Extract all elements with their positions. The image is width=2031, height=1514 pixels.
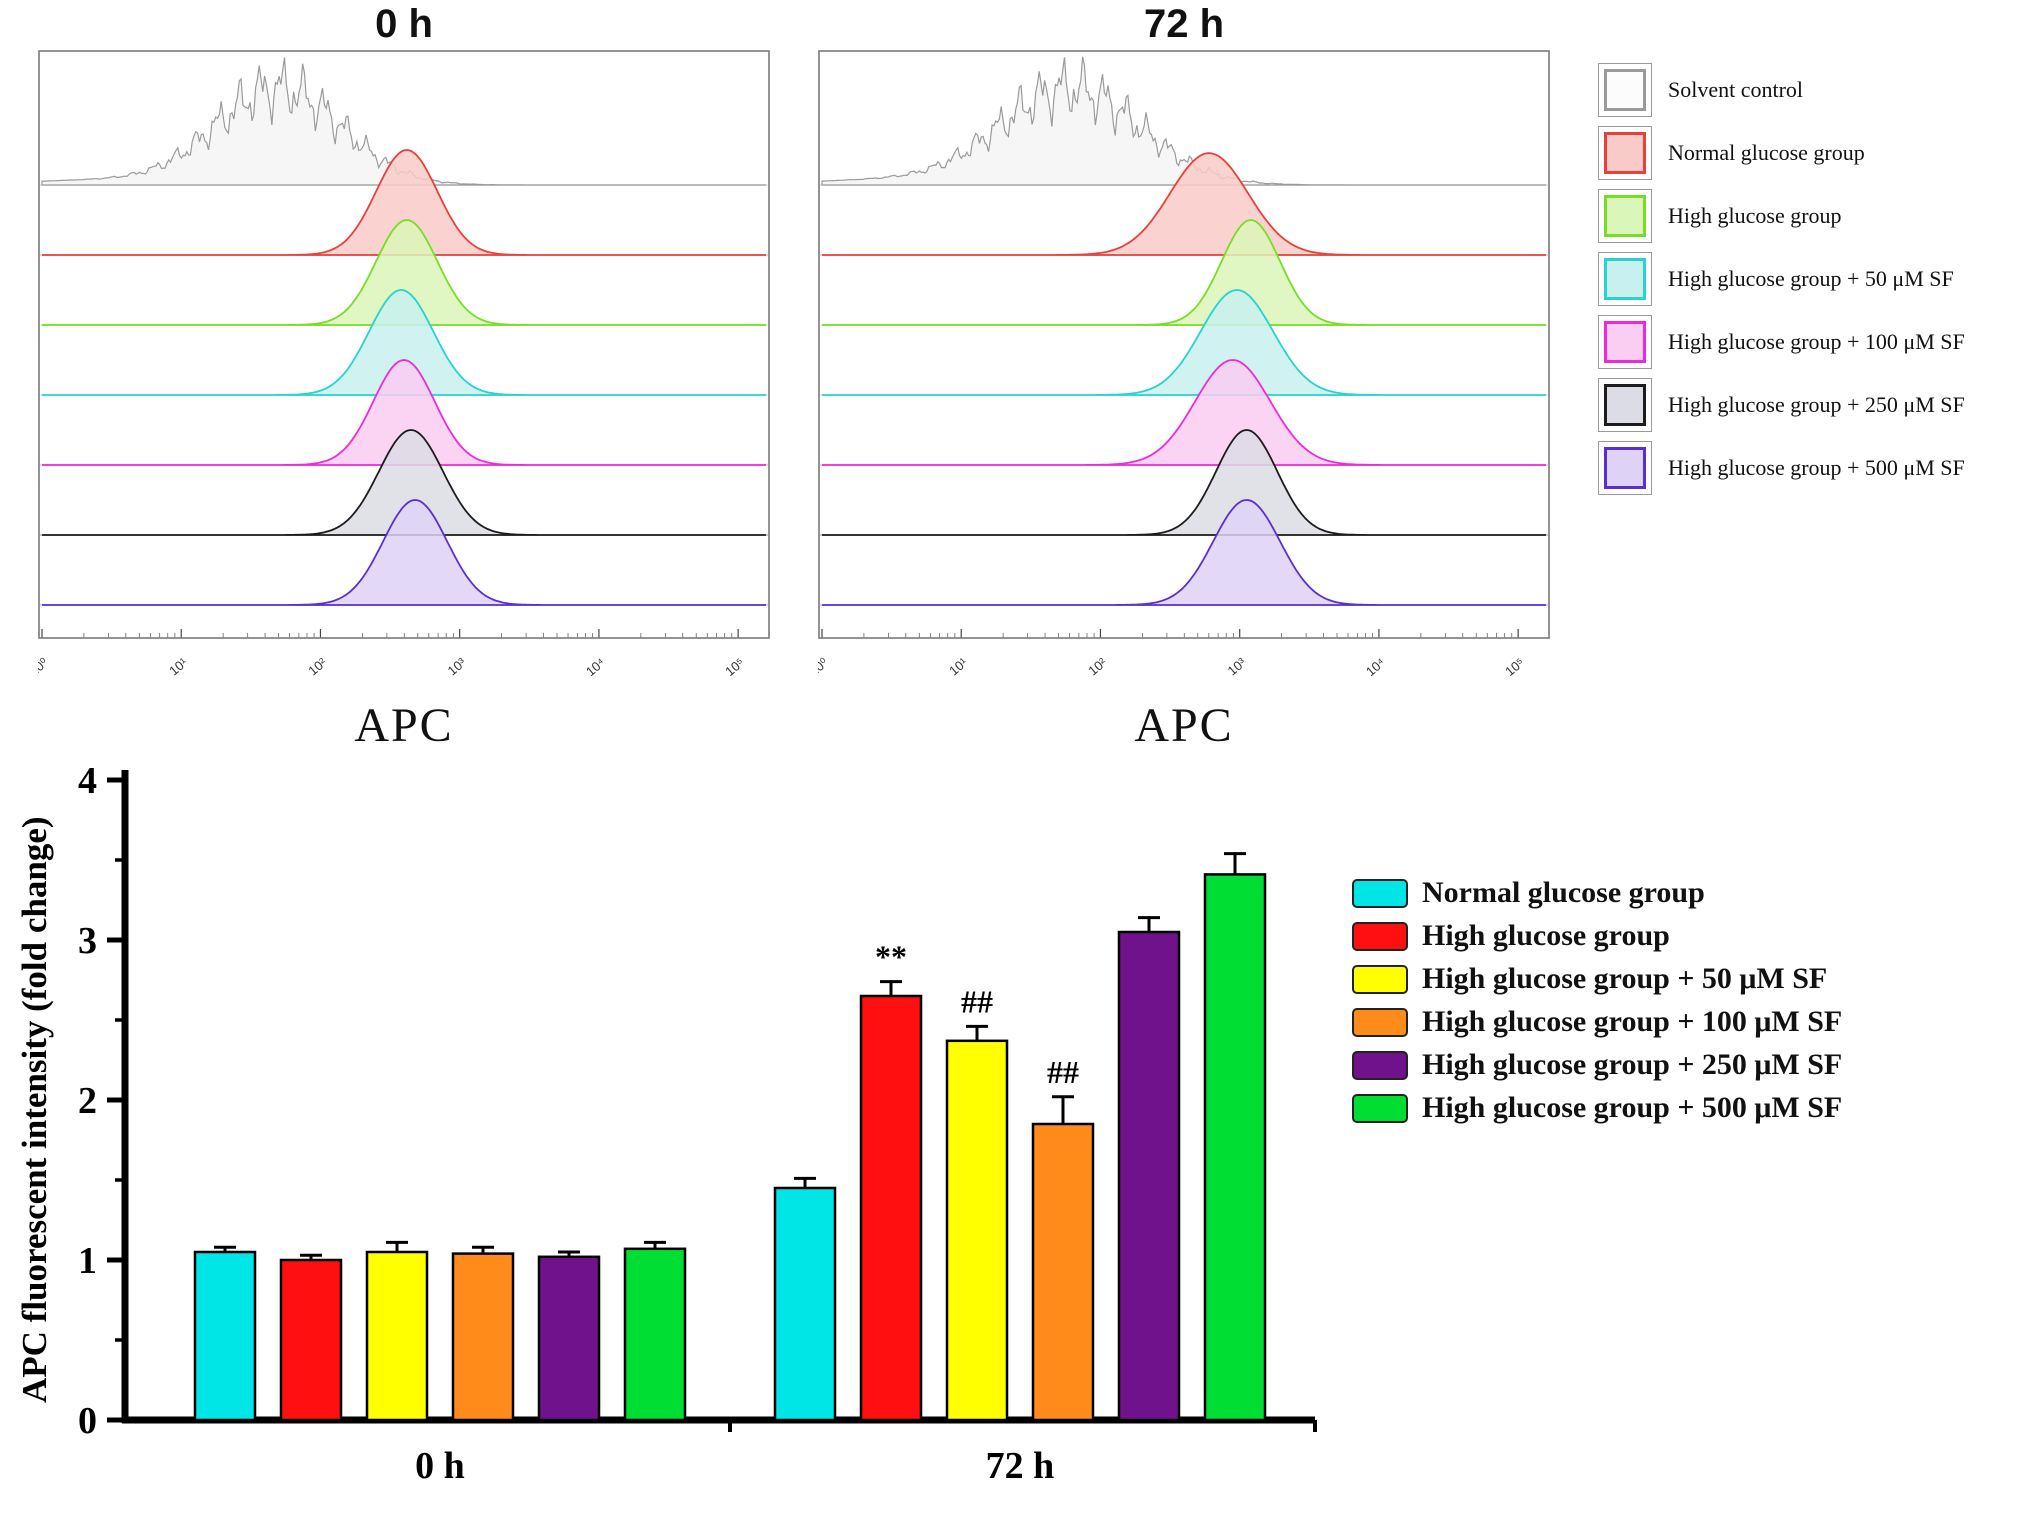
flow-legend-label: Solvent control bbox=[1668, 76, 1804, 102]
bar-72h-series-0 bbox=[773, 1186, 837, 1422]
flow-panel-title-0h: 0 h bbox=[375, 2, 433, 46]
bar-legend-item: High glucose group + 500 μM SF bbox=[1352, 1091, 1842, 1125]
flow-curve-row-2 bbox=[42, 219, 766, 326]
flow-legend-item: High glucose group + 250 μM SF bbox=[1604, 381, 1965, 428]
bar-y-tick-label: 3 bbox=[78, 920, 97, 962]
flow-plot-border bbox=[38, 50, 770, 639]
bar-72h-series-2 bbox=[945, 1039, 1009, 1422]
bar-0h-series-1 bbox=[279, 1258, 343, 1422]
bar-legend-swatch bbox=[1352, 1093, 1408, 1123]
flow-curve-row-0 bbox=[821, 56, 1546, 186]
flow-plot-border bbox=[818, 50, 1550, 639]
bar-legend-swatch bbox=[1352, 921, 1408, 951]
flow-legend-swatch bbox=[1604, 383, 1646, 426]
flow-legend-swatch bbox=[1604, 131, 1646, 174]
flow-legend-item: High glucose group + 500 μM SF bbox=[1604, 444, 1965, 491]
significance-annotation: ** bbox=[875, 939, 907, 975]
bar-72h-series-4 bbox=[1117, 930, 1181, 1422]
bar-legend-item: High glucose group + 250 μM SF bbox=[1352, 1048, 1842, 1082]
flow-legend-label: Normal glucose group bbox=[1668, 139, 1865, 165]
bar-chart-ylabel: APC fluorescent intensity (fold change) bbox=[15, 816, 54, 1404]
flow-histogram-panel-0h: 10⁰ 10¹ 10² 10³ 10⁴ 10⁵ bbox=[38, 50, 770, 679]
bar-72h-series-1 bbox=[859, 994, 923, 1422]
flow-histogram-panel-72h: 10⁰ 10¹ 10² 10³ 10⁴ 10⁵ bbox=[818, 50, 1550, 679]
bar-y-tick-label: 1 bbox=[78, 1240, 97, 1282]
bar-72h-series-5 bbox=[1203, 873, 1267, 1422]
bar-y-tick-label: 0 bbox=[78, 1400, 97, 1442]
flow-legend: Solvent control Normal glucose group High … bbox=[1604, 66, 1965, 507]
flow-x-tick-label: 10¹ bbox=[166, 654, 191, 678]
bar-legend-label: Normal glucose group bbox=[1422, 876, 1705, 909]
flow-legend-item: High glucose group bbox=[1604, 192, 1965, 239]
bar-legend-item: High glucose group + 50 μM SF bbox=[1352, 962, 1842, 996]
flow-xaxis-label-0h: APC bbox=[354, 699, 454, 752]
bar-legend-label: High glucose group + 250 μM SF bbox=[1422, 1048, 1843, 1081]
flow-curve-row-3 bbox=[42, 289, 766, 396]
bar-legend-label: High glucose group + 500 μM SF bbox=[1422, 1091, 1843, 1124]
bar-72h-series-3 bbox=[1031, 1122, 1095, 1422]
bar-legend-swatch bbox=[1352, 964, 1408, 994]
bar-category-label: 72 h bbox=[986, 1445, 1055, 1487]
flow-curve-row-6 bbox=[42, 499, 766, 606]
flow-legend-label: High glucose group + 250 μM SF bbox=[1668, 391, 1965, 417]
flow-legend-swatch bbox=[1604, 68, 1646, 111]
flow-x-tick-label: 10³ bbox=[445, 654, 470, 678]
bar-0h-series-3 bbox=[451, 1252, 515, 1422]
bar-chart-legend: Normal glucose group High glucose group Hi… bbox=[1352, 876, 1842, 1134]
flow-x-tick-label: 10⁰ bbox=[38, 655, 51, 679]
flow-legend-item: High glucose group + 50 μM SF bbox=[1604, 255, 1965, 302]
bar-legend-item: High glucose group + 100 μM SF bbox=[1352, 1005, 1842, 1039]
bar-category-label: 0 h bbox=[415, 1445, 465, 1487]
flow-legend-item: Solvent control bbox=[1604, 66, 1965, 113]
bar-0h-series-2 bbox=[365, 1250, 429, 1422]
bar-legend-item: Normal glucose group bbox=[1352, 876, 1842, 910]
flow-legend-swatch bbox=[1604, 257, 1646, 300]
flow-xaxis-label-72h: APC bbox=[1134, 699, 1234, 752]
flow-curve-row-1 bbox=[822, 152, 1546, 256]
bar-0h-series-4 bbox=[537, 1255, 601, 1422]
flow-legend-item: High glucose group + 100 μM SF bbox=[1604, 318, 1965, 365]
bar-legend-label: High glucose group bbox=[1422, 919, 1670, 952]
flow-x-tick-label: 10³ bbox=[1225, 654, 1250, 678]
bar-0h-series-5 bbox=[623, 1247, 687, 1422]
bar-y-tick-label: 4 bbox=[78, 760, 97, 802]
flow-x-tick-label: 10¹ bbox=[946, 654, 971, 678]
flow-legend-label: High glucose group + 100 μM SF bbox=[1668, 328, 1965, 354]
flow-curve-row-3 bbox=[822, 289, 1546, 396]
flow-x-tick-label: 10⁵ bbox=[722, 655, 747, 679]
bar-y-tick-label: 2 bbox=[78, 1080, 97, 1122]
flow-legend-swatch bbox=[1604, 194, 1646, 237]
flow-legend-label: High glucose group bbox=[1668, 202, 1842, 228]
flow-legend-label: High glucose group + 50 μM SF bbox=[1668, 265, 1954, 291]
flow-curve-row-5 bbox=[42, 429, 766, 536]
bar-legend-label: High glucose group + 50 μM SF bbox=[1422, 962, 1828, 995]
bar-0h-series-0 bbox=[193, 1250, 257, 1422]
bar-legend-item: High glucose group bbox=[1352, 919, 1842, 953]
significance-annotation: ## bbox=[1047, 1054, 1079, 1090]
flow-curve-row-5 bbox=[822, 429, 1546, 536]
flow-x-tick-label: 10⁵ bbox=[1502, 655, 1527, 679]
flow-x-tick-label: 10⁰ bbox=[818, 655, 831, 679]
flow-curve-row-6 bbox=[822, 499, 1546, 606]
flow-x-tick-label: 10⁴ bbox=[1363, 655, 1388, 679]
flow-panel-title-72h: 72 h bbox=[1143, 2, 1225, 46]
flow-curve-row-2 bbox=[822, 219, 1546, 326]
bar-legend-swatch bbox=[1352, 1007, 1408, 1037]
flow-x-tick-label: 10² bbox=[1085, 654, 1110, 678]
bar-legend-swatch bbox=[1352, 878, 1408, 908]
bar-legend-swatch bbox=[1352, 1050, 1408, 1080]
bar-chart: 0 1 2 3 4 ** ## ## 0 h 72 h bbox=[78, 760, 1317, 1487]
flow-x-tick-label: 10⁴ bbox=[583, 655, 608, 679]
flow-curve-row-1 bbox=[42, 149, 766, 256]
bar-legend-label: High glucose group + 100 μM SF bbox=[1422, 1005, 1843, 1038]
flow-legend-label: High glucose group + 500 μM SF bbox=[1668, 454, 1965, 480]
flow-curve-row-4 bbox=[42, 359, 766, 466]
flow-x-tick-label: 10² bbox=[305, 654, 330, 678]
significance-annotation: ## bbox=[961, 983, 993, 1019]
flow-legend-item: Normal glucose group bbox=[1604, 129, 1965, 176]
flow-legend-swatch bbox=[1604, 446, 1646, 489]
flow-legend-swatch bbox=[1604, 320, 1646, 363]
flow-curve-row-4 bbox=[822, 359, 1546, 466]
